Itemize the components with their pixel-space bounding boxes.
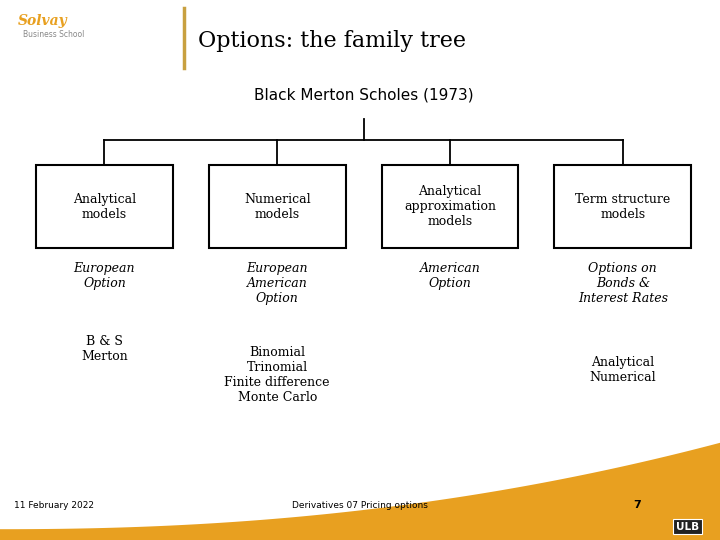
- Text: Solvay: Solvay: [18, 14, 68, 28]
- Text: European
Option: European Option: [73, 262, 135, 290]
- Text: Binomial
Trinomial
Finite difference
Monte Carlo: Binomial Trinomial Finite difference Mon…: [225, 346, 330, 403]
- Text: 7: 7: [634, 500, 641, 510]
- FancyBboxPatch shape: [36, 165, 173, 248]
- Text: Black Merton Scholes (1973): Black Merton Scholes (1973): [253, 87, 474, 102]
- Text: B & S
Merton: B & S Merton: [81, 335, 127, 363]
- Polygon shape: [0, 443, 720, 540]
- FancyBboxPatch shape: [554, 165, 691, 248]
- FancyBboxPatch shape: [382, 165, 518, 248]
- Text: Options: the family tree: Options: the family tree: [198, 30, 466, 51]
- Text: European
American
Option: European American Option: [246, 262, 308, 305]
- FancyBboxPatch shape: [209, 165, 346, 248]
- Text: 11 February 2022: 11 February 2022: [14, 501, 94, 510]
- Text: Options on
Bonds &
Interest Rates: Options on Bonds & Interest Rates: [577, 262, 668, 305]
- Text: Numerical
models: Numerical models: [244, 193, 310, 220]
- Text: Term structure
models: Term structure models: [575, 193, 670, 220]
- Text: Analytical
models: Analytical models: [73, 193, 136, 220]
- Text: Analytical
Numerical: Analytical Numerical: [590, 356, 656, 384]
- Text: American
Option: American Option: [420, 262, 480, 290]
- Text: Derivatives 07 Pricing options: Derivatives 07 Pricing options: [292, 501, 428, 510]
- Text: Business School: Business School: [23, 30, 84, 39]
- Text: ULB: ULB: [676, 522, 699, 531]
- Text: Analytical
approximation
models: Analytical approximation models: [404, 185, 496, 228]
